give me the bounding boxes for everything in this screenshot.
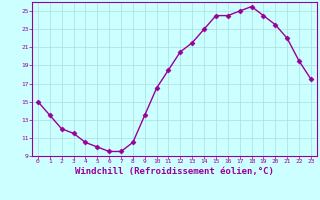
X-axis label: Windchill (Refroidissement éolien,°C): Windchill (Refroidissement éolien,°C) bbox=[75, 167, 274, 176]
